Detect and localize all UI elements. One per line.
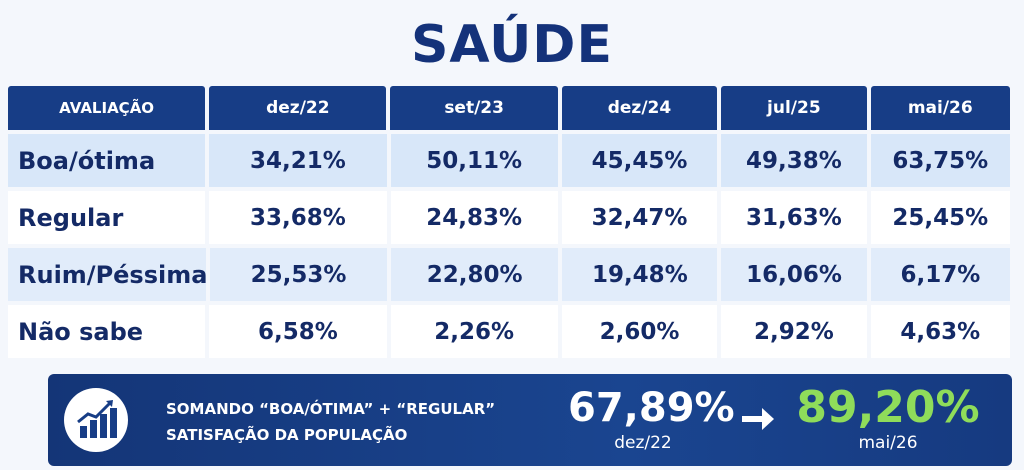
table-cell: 19,48%: [562, 248, 718, 301]
right-arrow-icon: [738, 404, 778, 434]
table-cell: 2,26%: [390, 305, 558, 358]
table-header-row: AVALIAÇÃO dez/22 set/23 dez/24 jul/25 ma…: [8, 86, 1010, 130]
table-row: Regular 33,68% 24,83% 32,47% 31,63% 25,4…: [8, 191, 1010, 244]
table-cell: 32,47%: [561, 191, 718, 244]
header-cell: dez/22: [209, 86, 387, 130]
table-cell: 22,80%: [391, 248, 559, 301]
table-row: Boa/ótima 34,21% 50,11% 45,45% 49,38% 63…: [8, 134, 1010, 187]
header-cell: mai/26: [870, 86, 1010, 130]
table-cell: 6,58%: [209, 305, 387, 358]
row-label: Ruim/Péssima: [8, 248, 207, 301]
table-cell: 45,45%: [561, 134, 718, 187]
row-label: Não sabe: [8, 305, 206, 358]
table-cell: 24,83%: [390, 191, 558, 244]
table-cell: 2,60%: [561, 305, 718, 358]
summary-banner: SOMANDO “BOA/ÓTIMA” + “REGULAR” SATISFAÇ…: [48, 374, 1012, 466]
table-cell: 34,21%: [209, 134, 387, 187]
header-cell: AVALIAÇÃO: [8, 86, 206, 130]
table-cell: 6,17%: [870, 248, 1010, 301]
table-cell: 50,11%: [390, 134, 558, 187]
table-cell: 31,63%: [721, 191, 867, 244]
table-cell: 63,75%: [870, 134, 1010, 187]
header-cell: dez/24: [561, 86, 718, 130]
table-cell: 33,68%: [209, 191, 387, 244]
table-row: Ruim/Péssima 25,53% 22,80% 19,48% 16,06%…: [8, 248, 1010, 301]
header-cell: jul/25: [721, 86, 867, 130]
results-table: AVALIAÇÃO dez/22 set/23 dez/24 jul/25 ma…: [8, 86, 1010, 362]
summary-line-1: SOMANDO “BOA/ÓTIMA” + “REGULAR”: [166, 400, 496, 418]
table-cell: 2,92%: [721, 305, 867, 358]
table-cell: 25,45%: [870, 191, 1010, 244]
row-label: Boa/ótima: [8, 134, 206, 187]
new-date: mai/26: [858, 433, 918, 453]
summary-line-2: SATISFAÇÃO DA POPULAÇÃO: [166, 426, 408, 444]
growth-chart-icon: [64, 388, 128, 452]
old-date: dez/22: [614, 433, 672, 453]
table-cell: 25,53%: [210, 248, 388, 301]
summary-text: SOMANDO “BOA/ÓTIMA” + “REGULAR” SATISFAÇ…: [166, 396, 546, 448]
page-title: SAÚDE: [410, 15, 613, 75]
row-label: Regular: [8, 191, 206, 244]
table-row: Não sabe 6,58% 2,26% 2,60% 2,92% 4,63%: [8, 305, 1010, 358]
old-value: 67,89%: [568, 385, 735, 431]
table-cell: 4,63%: [870, 305, 1010, 358]
new-value: 89,20%: [796, 382, 980, 433]
table-cell: 49,38%: [721, 134, 867, 187]
header-cell: set/23: [390, 86, 558, 130]
table-cell: 16,06%: [721, 248, 867, 301]
